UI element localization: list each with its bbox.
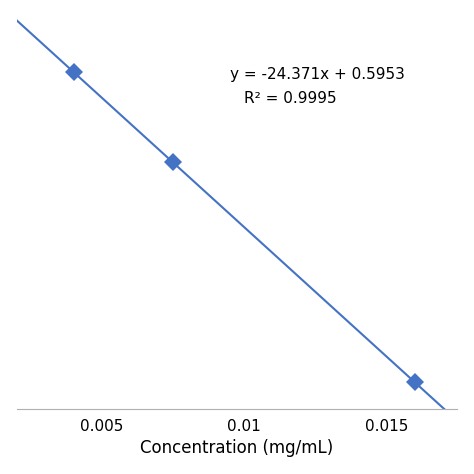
Text: y = -24.371x + 0.5953: y = -24.371x + 0.5953 [230, 67, 405, 82]
Text: R² = 0.9995: R² = 0.9995 [244, 91, 337, 106]
X-axis label: Concentration (mg/mL): Concentration (mg/mL) [140, 439, 334, 457]
